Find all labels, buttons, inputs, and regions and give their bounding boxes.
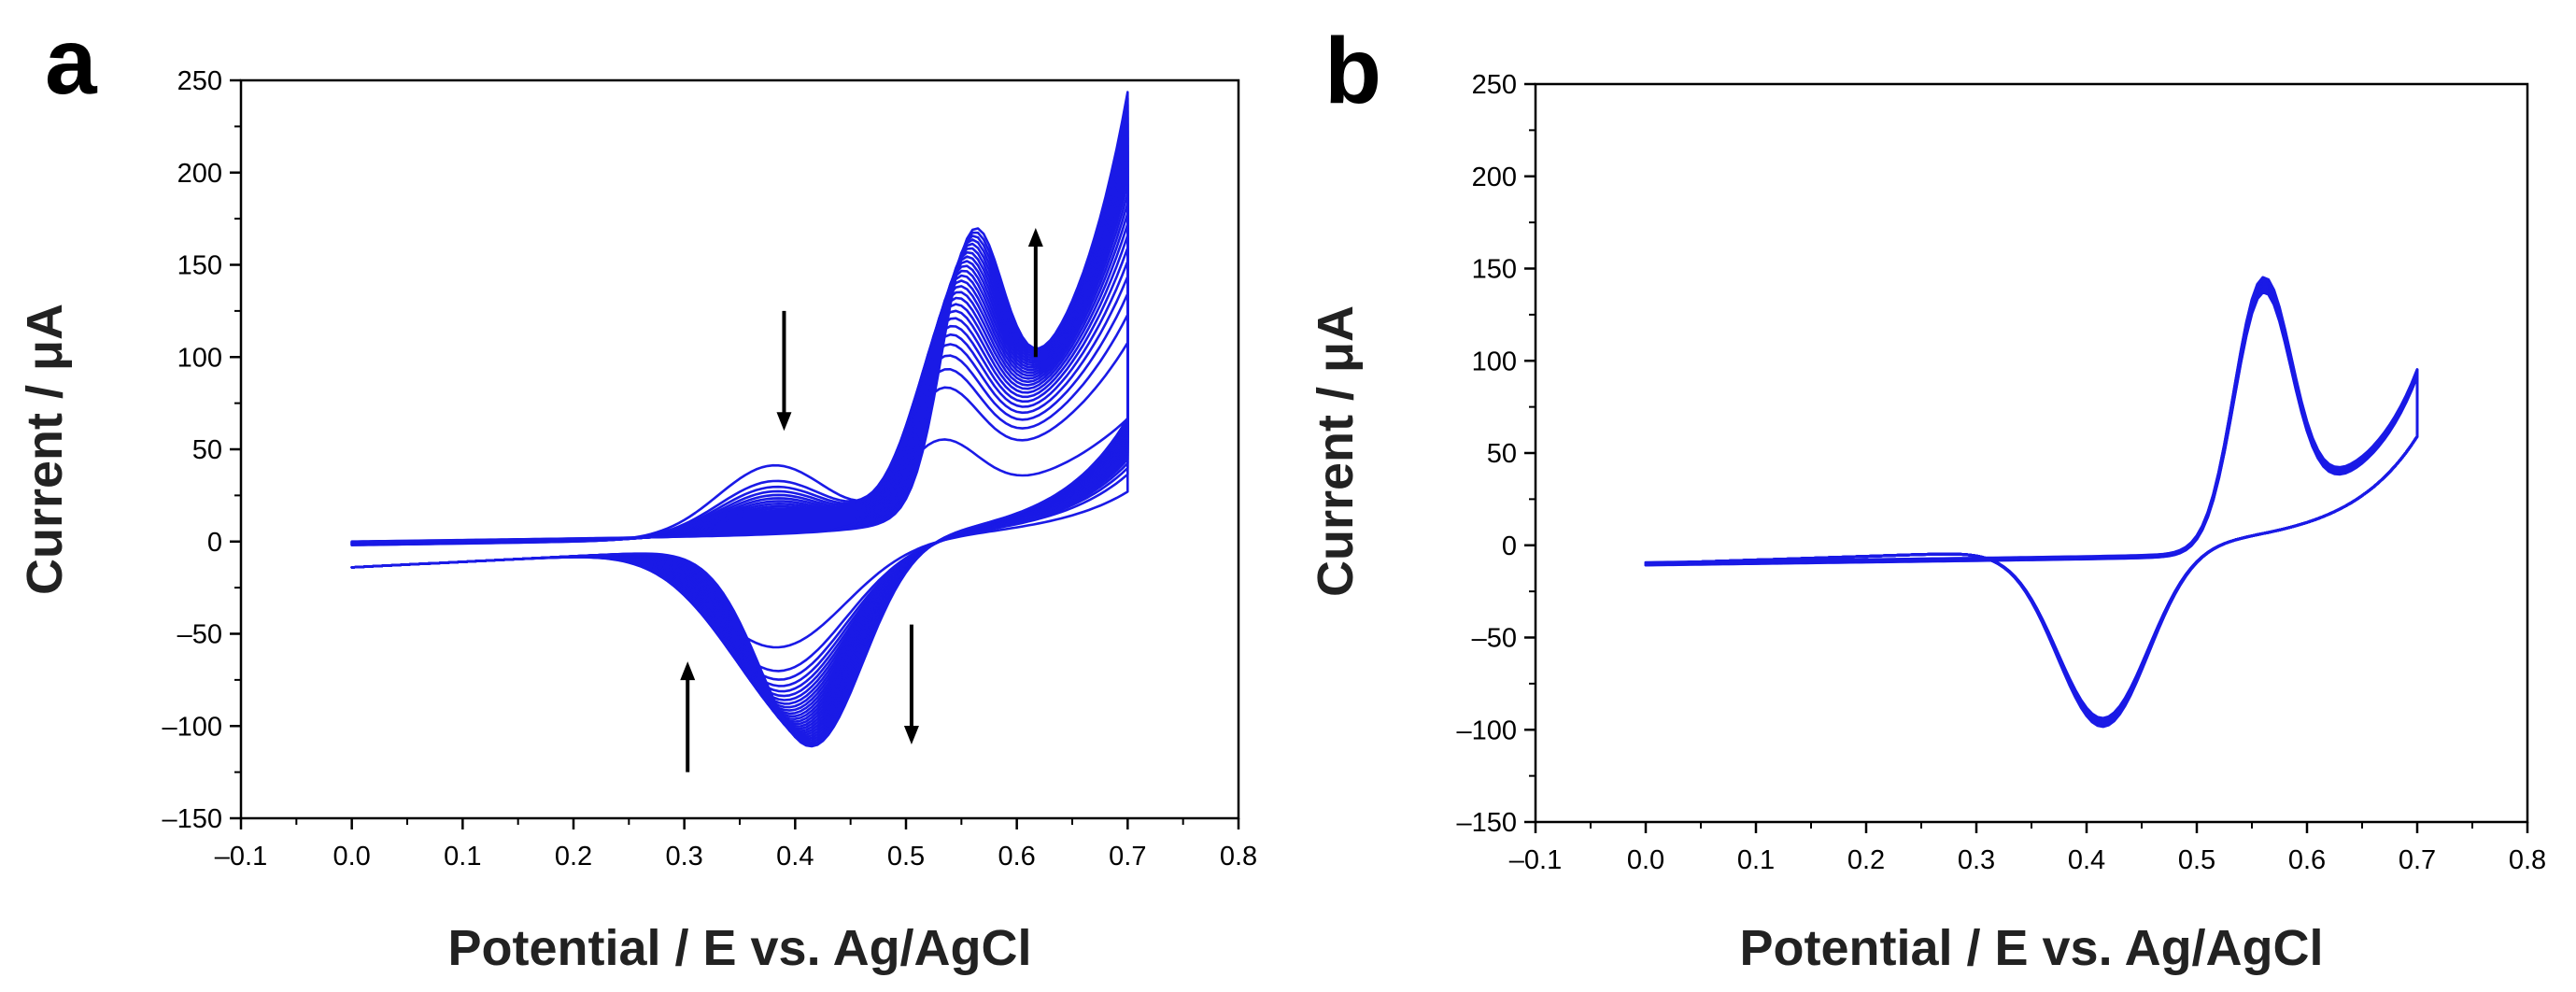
- trend-arrow-head: [1027, 228, 1043, 247]
- panel-b-y-ticks: 250 200 150 100 50 0 –50 –100 –150: [1456, 70, 1536, 838]
- cv-scan-line: [1644, 288, 2419, 721]
- panel-b-x-tick-label: 0.1: [1737, 845, 1775, 875]
- cv-scan-line: [1644, 282, 2419, 725]
- panel-a-x-tick-label: 0.4: [776, 842, 814, 872]
- panel-a-x-tick-label: 0.8: [1220, 842, 1257, 872]
- panel-b-y-tick-label: –150: [1456, 808, 1517, 838]
- cv-scan-line: [1644, 287, 2419, 722]
- panel-a-x-tick-label: –0.1: [215, 842, 267, 872]
- cv-scan-line: [1644, 281, 2419, 725]
- panel-a-x-tick-label: 0.2: [555, 842, 592, 872]
- panel-b-x-tick-label: 0.8: [2509, 845, 2546, 875]
- panel-b-x-tick-label: 0.3: [1958, 845, 1995, 875]
- cv-scan-line: [1644, 284, 2419, 724]
- panel-a-x-ticks: –0.1 0.0 0.1 0.2 0.3 0.4 0.5 0.6 0.7 0.8: [215, 818, 1257, 872]
- cv-scan-line: [1644, 290, 2419, 721]
- panel-b-x-tick-label: –0.1: [1509, 845, 1562, 875]
- panel-a-x-tick-label: 0.6: [998, 842, 1036, 872]
- panel-a-y-ticks: 250 200 150 100 50 0 –50 –100 –150: [162, 66, 241, 834]
- panel-a-arrows: [680, 228, 1043, 772]
- panel-b-y-axis-title: Current / μA: [1308, 305, 1364, 597]
- cv-scan-line: [350, 129, 1129, 737]
- panel-a-y-tick-label: –50: [177, 620, 222, 650]
- panel-a-letter: a: [45, 9, 98, 114]
- panel-a: a –0.1 0.0 0.1 0.2 0.3 0.4 0.5 0.6 0.7 0…: [17, 9, 1257, 976]
- cv-scan-line: [1644, 285, 2419, 723]
- panel-b: b –0.1 0.0 0.1 0.2 0.3 0.4 0.5 0.6 0.7 0…: [1308, 19, 2546, 976]
- cv-scan-line: [1644, 286, 2419, 723]
- panel-a-cv-curves: [350, 91, 1129, 748]
- trend-arrow-head: [776, 412, 792, 432]
- panel-b-plot-frame: [1534, 82, 2529, 824]
- cv-scan-line: [1644, 279, 2419, 727]
- panel-a-y-tick-label: 200: [177, 159, 222, 189]
- panel-a-minor-ticks: [234, 125, 1184, 825]
- panel-b-minor-ticks: [1529, 129, 2473, 829]
- panel-b-y-tick-label: 250: [1472, 70, 1517, 100]
- trend-arrow-head: [680, 661, 696, 681]
- panel-b-y-tick-label: 200: [1472, 163, 1517, 192]
- panel-b-y-tick-label: –100: [1456, 716, 1517, 745]
- panel-b-letter: b: [1324, 19, 1381, 123]
- panel-b-x-tick-label: 0.7: [2399, 845, 2436, 875]
- cv-scan-line: [350, 91, 1129, 748]
- panel-b-x-ticks: –0.1 0.0 0.1 0.2 0.3 0.4 0.5 0.6 0.7 0.8: [1509, 822, 2546, 875]
- panel-a-y-tick-label: 150: [177, 251, 222, 281]
- panel-a-y-tick-label: –150: [162, 804, 222, 834]
- panel-b-x-tick-label: 0.6: [2288, 845, 2326, 875]
- panel-b-x-tick-label: 0.2: [1847, 845, 1885, 875]
- panel-b-y-tick-label: –50: [1472, 624, 1517, 654]
- panel-a-y-tick-label: 50: [192, 435, 222, 465]
- panel-a-y-tick-label: 0: [207, 528, 222, 558]
- cv-scan-line: [1644, 276, 2419, 728]
- panel-b-x-tick-label: 0.4: [2068, 845, 2105, 875]
- panel-a-y-axis-title: Current / μA: [17, 304, 73, 595]
- panel-a-x-tick-label: 0.0: [333, 842, 371, 872]
- panel-a-y-tick-label: 250: [177, 66, 222, 96]
- cv-scan-line: [1644, 291, 2419, 720]
- panel-b-y-tick-label: 50: [1487, 439, 1517, 469]
- cv-scan-line: [1644, 278, 2419, 728]
- panel-b-y-tick-label: 0: [1502, 531, 1517, 561]
- panel-b-y-tick-label: 150: [1472, 255, 1517, 285]
- panel-a-x-tick-label: 0.7: [1109, 842, 1146, 872]
- panel-b-x-tick-label: 0.5: [2178, 845, 2215, 875]
- cv-scan-line: [1644, 276, 2419, 729]
- panel-a-x-axis-title: Potential / E vs. Ag/AgCl: [447, 920, 1031, 976]
- panel-b-x-tick-label: 0.0: [1627, 845, 1664, 875]
- panel-a-y-tick-label: –100: [162, 712, 222, 742]
- panel-a-x-tick-label: 0.5: [887, 842, 925, 872]
- panel-a-x-tick-label: 0.1: [444, 842, 481, 872]
- panel-b-cv-curves: [1644, 276, 2419, 729]
- panel-a-x-tick-label: 0.3: [666, 842, 703, 872]
- panel-b-x-axis-title: Potential / E vs. Ag/AgCl: [1739, 920, 2323, 976]
- panel-b-y-tick-label: 100: [1472, 347, 1517, 376]
- trend-arrow-head: [903, 726, 919, 744]
- cv-scan-line: [1644, 280, 2419, 726]
- panel-a-y-tick-label: 100: [177, 343, 222, 373]
